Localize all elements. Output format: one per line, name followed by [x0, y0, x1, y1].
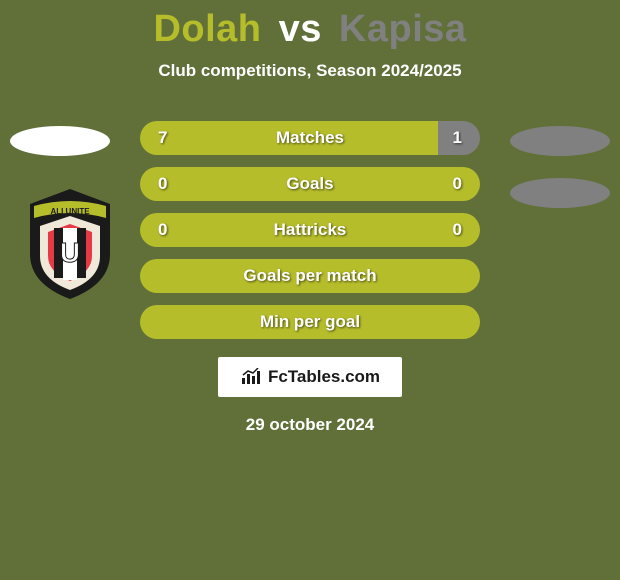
player1-name: Dolah	[153, 8, 261, 50]
chart-icon	[240, 368, 262, 386]
logo-box: FcTables.com	[0, 357, 620, 397]
bar-value-left: 7	[158, 128, 167, 148]
bar-label: Hattricks	[274, 220, 347, 240]
svg-text:U: U	[60, 237, 80, 268]
bar-label: Min per goal	[260, 312, 360, 332]
subtitle: Club competitions, Season 2024/2025	[0, 61, 620, 81]
stat-bar-row: Goals 0 0	[140, 167, 480, 201]
vs-text: vs	[279, 8, 322, 50]
svg-text:ALI UNITE: ALI UNITE	[50, 207, 90, 216]
stat-bars: Matches 7 1 Goals 0 0 Hattricks 0 0 Goals per mat…	[140, 121, 480, 339]
player2-name: Kapisa	[339, 8, 467, 50]
bar-label: Matches	[276, 128, 344, 148]
comparison-content: ALI UNITE U Matches71Goals00Hattricks00G…	[0, 121, 620, 435]
page-title: Dolah vs Kapisa	[0, 0, 620, 51]
logo-text: FcTables.com	[268, 367, 380, 387]
stat-bar-row: Matches 7 1	[140, 121, 480, 155]
date-text: 29 october 2024	[0, 415, 620, 435]
bar-value-right: 0	[453, 174, 462, 194]
bar-value-right: 1	[453, 128, 462, 148]
bar-label: Goals	[286, 174, 333, 194]
club-badge: ALI UNITE U	[20, 184, 120, 304]
bar-value-left: 0	[158, 174, 167, 194]
right-ellipse-1	[510, 126, 610, 156]
fctables-logo: FcTables.com	[218, 357, 402, 397]
stat-bar-row: Min per goal	[140, 305, 480, 339]
bar-value-left: 0	[158, 220, 167, 240]
stat-bar-row: Goals per match	[140, 259, 480, 293]
bar-value-right: 0	[453, 220, 462, 240]
left-ellipse	[10, 126, 110, 156]
right-ellipse-2	[510, 178, 610, 208]
bar-label: Goals per match	[243, 266, 376, 286]
stat-bar-row: Hattricks 0 0	[140, 213, 480, 247]
